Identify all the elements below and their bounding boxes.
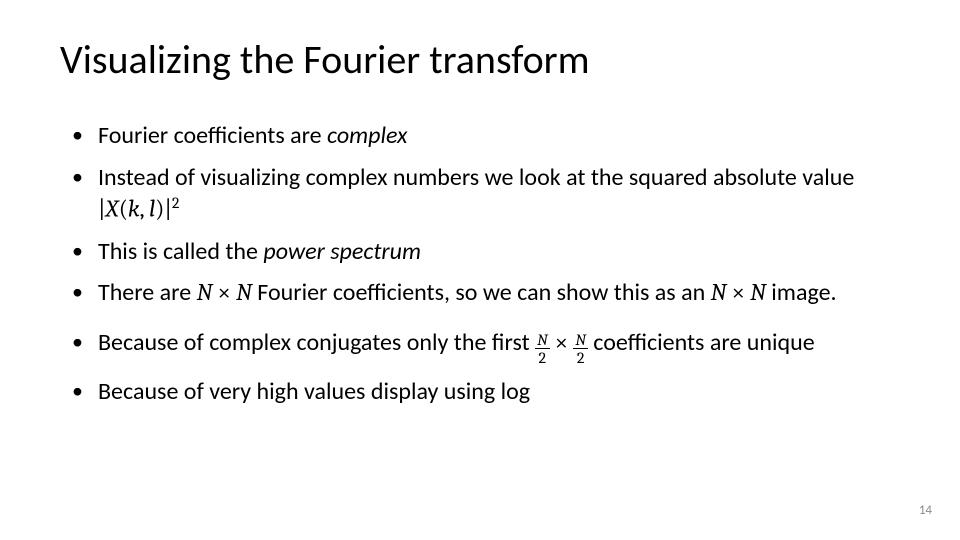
math-abs-open: | xyxy=(98,195,106,223)
math-abs-close: | xyxy=(164,195,172,223)
slide: Visualizing the Fourier transform Fourie… xyxy=(0,0,960,540)
bullet-1-emph: complex xyxy=(327,121,407,150)
fraction-1-den: 2 xyxy=(535,348,549,366)
math-N-1: N xyxy=(197,278,213,306)
math-k: k xyxy=(128,195,140,223)
bullet-4-prefix: There are xyxy=(98,278,197,307)
bullet-5-suffix: coefficients are unique xyxy=(588,328,815,357)
page-number: 14 xyxy=(919,503,932,518)
bullet-1: Fourier coefficients are complex xyxy=(94,120,900,152)
fraction-1-num: N xyxy=(535,332,549,348)
bullet-4-suffix: image. xyxy=(766,278,837,307)
math-X: X xyxy=(106,195,119,223)
bullet-4-mid: Fourier coefficients, so we can show thi… xyxy=(252,278,711,307)
math-times-2: × xyxy=(726,278,750,306)
math-N-4: N xyxy=(750,278,766,306)
bullet-2-text: Instead of visualizing complex numbers w… xyxy=(98,163,854,192)
math-N-2: N xyxy=(236,278,252,306)
bullet-6-text: Because of very high values display usin… xyxy=(98,377,530,406)
fraction-2-den: 2 xyxy=(573,348,587,366)
bullet-5: Because of complex conjugates only the f… xyxy=(94,327,900,366)
bullet-6: Because of very high values display usin… xyxy=(94,376,900,408)
bullet-3: This is called the power spectrum xyxy=(94,236,900,268)
fraction-1: N2 xyxy=(535,332,549,366)
math-times-1: × xyxy=(212,278,236,306)
math-times-3: × xyxy=(550,328,574,356)
bullet-5-prefix: Because of complex conjugates only the f… xyxy=(98,328,535,357)
bullet-3-text: This is called the xyxy=(98,237,263,266)
fraction-2: N2 xyxy=(573,332,587,366)
math-exp: 2 xyxy=(172,194,179,212)
bullet-4: There are N × N Fourier coefficients, so… xyxy=(94,277,900,309)
math-lpar: ( xyxy=(119,195,128,223)
bullet-1-text: Fourier coefficients are xyxy=(98,121,327,150)
bullet-3-emph: power spectrum xyxy=(263,237,421,266)
math-comma: , xyxy=(140,195,149,223)
fraction-2-num: N xyxy=(573,332,587,348)
math-N-3: N xyxy=(711,278,727,306)
bullet-list: Fourier coefficients are complex Instead… xyxy=(60,120,900,408)
spacer xyxy=(94,319,900,327)
slide-title: Visualizing the Fourier transform xyxy=(60,38,900,82)
bullet-2: Instead of visualizing complex numbers w… xyxy=(94,162,900,226)
